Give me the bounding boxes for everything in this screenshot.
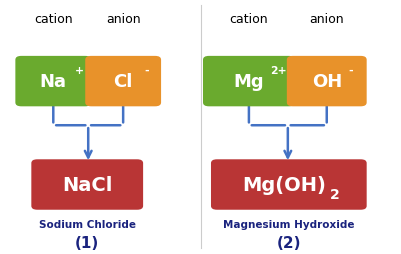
Text: +: + [75,66,84,75]
Text: cation: cation [229,12,267,25]
FancyBboxPatch shape [211,160,366,210]
FancyBboxPatch shape [31,160,143,210]
Text: -: - [347,66,352,75]
Text: (1): (1) [75,235,99,250]
Text: cation: cation [34,12,73,25]
Text: 2: 2 [329,187,338,201]
Text: Na: Na [40,73,67,91]
Text: Cl: Cl [113,73,132,91]
Text: anion: anion [309,12,343,25]
Text: 2+: 2+ [270,66,286,75]
Text: Magnesium Hydroxide: Magnesium Hydroxide [223,219,354,229]
Text: Mg(OH): Mg(OH) [241,175,325,194]
Text: NaCl: NaCl [62,175,112,194]
Text: Sodium Chloride: Sodium Chloride [38,219,136,229]
Text: (2): (2) [276,235,300,250]
FancyBboxPatch shape [286,57,366,107]
FancyBboxPatch shape [15,57,91,107]
Text: -: - [144,66,149,75]
FancyBboxPatch shape [85,57,161,107]
Text: Mg: Mg [233,73,263,91]
FancyBboxPatch shape [203,57,294,107]
Text: OH: OH [311,73,341,91]
Text: anion: anion [105,12,140,25]
